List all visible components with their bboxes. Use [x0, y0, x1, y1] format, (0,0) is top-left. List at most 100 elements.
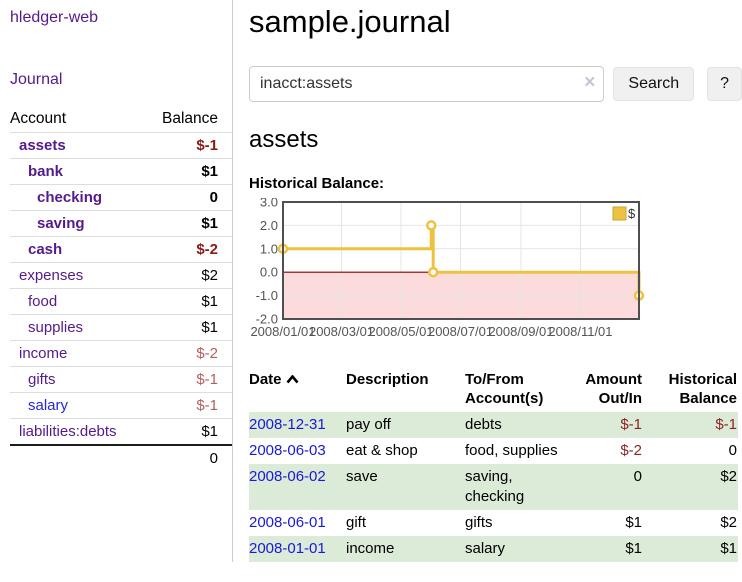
account-row: saving $1 [10, 210, 232, 237]
register-accounts-cell: debts [465, 416, 502, 433]
register-description-cell: pay off [346, 416, 391, 433]
account-balance: $1 [160, 210, 232, 237]
account-link[interactable]: cash [28, 241, 63, 258]
account-balance: $1 [160, 158, 232, 185]
account-balance: $-1 [160, 392, 232, 419]
register-amount-cell: $1 [625, 540, 642, 557]
svg-text:2008/01/01: 2008/01/01 [250, 324, 315, 339]
svg-text:2.0: 2.0 [260, 218, 278, 233]
accounts-table: Account Balance assets $-1 bank $1 checking 0… [10, 106, 232, 471]
transaction-date-link[interactable]: 2008-01-01 [249, 540, 326, 557]
account-row: supplies $1 [10, 314, 232, 341]
register-table: Date Description To/From Account(s) Amou… [249, 367, 738, 562]
account-link[interactable]: income [19, 345, 68, 362]
legend-swatch [612, 206, 627, 221]
account-link[interactable]: checking [37, 189, 103, 206]
register-amount-cell: $-1 [620, 416, 642, 433]
search-button[interactable]: Search [613, 67, 695, 101]
register-accounts-cell: saving, checking [465, 468, 525, 505]
register-accounts-cell: gifts [465, 514, 493, 531]
accounts-total-spacer [10, 444, 160, 471]
help-button[interactable]: ? [707, 67, 742, 101]
account-balance: $-1 [160, 366, 232, 393]
account-link[interactable]: assets [19, 137, 66, 154]
register-amount-cell: $1 [625, 514, 642, 531]
account-balance: 0 [160, 184, 232, 211]
account-link[interactable]: bank [28, 163, 64, 180]
register-balance-cell: $-1 [715, 416, 737, 433]
account-link[interactable]: gifts [28, 371, 56, 388]
account-link[interactable]: liabilities:debts [19, 423, 117, 440]
register-description-cell: save [346, 468, 378, 485]
svg-text:2008/11/01: 2008/11/01 [548, 324, 612, 339]
account-link[interactable]: salary [28, 397, 69, 414]
page: hledger-web Journal Account Balance asse… [0, 0, 742, 562]
account-row: bank $1 [10, 158, 232, 185]
sidebar: hledger-web Journal Account Balance asse… [0, 0, 233, 562]
transaction-date-link[interactable]: 2008-06-03 [249, 442, 326, 459]
sidebar-nav: Journal [10, 71, 232, 89]
register-balance-cell: $2 [720, 468, 737, 485]
transaction-date-link[interactable]: 2008-06-02 [249, 468, 326, 485]
register-date-cell: 2008-06-01 [249, 510, 346, 536]
register-row: 2008-12-31 pay off debts $-1 $-1 [249, 412, 738, 438]
account-balance: $-2 [160, 236, 232, 263]
account-row: assets $-1 [10, 132, 232, 159]
register-amount-cell: $-2 [620, 442, 642, 459]
accounts-header-balance: Balance [161, 110, 218, 127]
search-form: × Search ? [249, 66, 742, 102]
transaction-date-link[interactable]: 2008-06-01 [249, 514, 326, 531]
account-balance: $2 [160, 262, 232, 289]
svg-text:0.0: 0.0 [260, 265, 278, 280]
account-row: cash $-2 [10, 236, 232, 263]
account-link[interactable]: saving [37, 215, 85, 232]
historical-balance-chart: $3.0 2.0 1.0 0.0 -1.0 -2.0 2008/01/01 2008/03/0… [249, 195, 742, 347]
svg-text:-2.0: -2.0 [256, 312, 278, 327]
register-header-balance: Historical Balance [668, 371, 737, 407]
register-header-description: Description [346, 371, 429, 388]
register-header-amount: Amount Out/In [585, 371, 642, 407]
register-header-accounts: To/From Account(s) [465, 371, 544, 407]
account-balance: $1 [160, 314, 232, 341]
register-header-date[interactable]: Date [249, 367, 346, 412]
register-description-cell: income [346, 540, 395, 557]
main-content: sample.journal × Search ? assets Histori… [233, 0, 742, 562]
svg-text:2008/03/01: 2008/03/01 [309, 324, 374, 339]
register-accounts-cell: salary [465, 540, 506, 557]
register-accounts-cell: food, supplies [465, 442, 558, 459]
register-balance-cell: 0 [728, 442, 737, 459]
register-balance-cell: $1 [720, 540, 737, 557]
chart-svg: $3.0 2.0 1.0 0.0 -1.0 -2.02008/01/012008/03/0… [250, 195, 645, 339]
account-link[interactable]: food [28, 293, 58, 310]
register-header-row: Date Description To/From Account(s) Amou… [249, 367, 738, 412]
app-title-link[interactable]: hledger-web [10, 9, 99, 26]
account-row: salary $-1 [10, 392, 232, 419]
chart-label: Historical Balance: [249, 175, 385, 192]
search-input[interactable] [249, 66, 605, 102]
register-amount-cell: 0 [633, 468, 642, 485]
register-date-cell: 2008-01-01 [249, 536, 346, 562]
svg-text:2008/05/01: 2008/05/01 [368, 324, 433, 339]
clear-search-icon[interactable]: × [584, 72, 596, 93]
sidebar-item-journal[interactable]: Journal [10, 71, 63, 88]
account-balance: $-1 [160, 132, 232, 159]
account-heading: assets [249, 126, 319, 153]
account-row: income $-2 [10, 340, 232, 367]
search-input-wrap: × [249, 66, 605, 102]
register-header-date-label: Date [249, 371, 282, 388]
account-row: food $1 [10, 288, 232, 315]
register-description-cell: eat & shop [346, 442, 418, 459]
account-balance: $1 [160, 418, 232, 445]
account-row: liabilities:debts $1 [10, 418, 232, 445]
svg-text:2008/07/01: 2008/07/01 [428, 324, 493, 339]
page-title: sample.journal [249, 4, 451, 39]
sort-ascending-icon [286, 370, 299, 389]
accounts-total-value: 0 [160, 444, 232, 471]
register-date-cell: 2008-12-31 [249, 412, 346, 438]
transaction-date-link[interactable]: 2008-12-31 [249, 416, 326, 433]
register-row: 2008-01-01 income salary $1 $1 [249, 536, 738, 562]
account-row: gifts $-1 [10, 366, 232, 393]
account-link[interactable]: expenses [19, 267, 84, 284]
account-link[interactable]: supplies [28, 319, 84, 336]
register-row: 2008-06-03 eat & shop food, supplies $-2 0 [249, 438, 738, 464]
